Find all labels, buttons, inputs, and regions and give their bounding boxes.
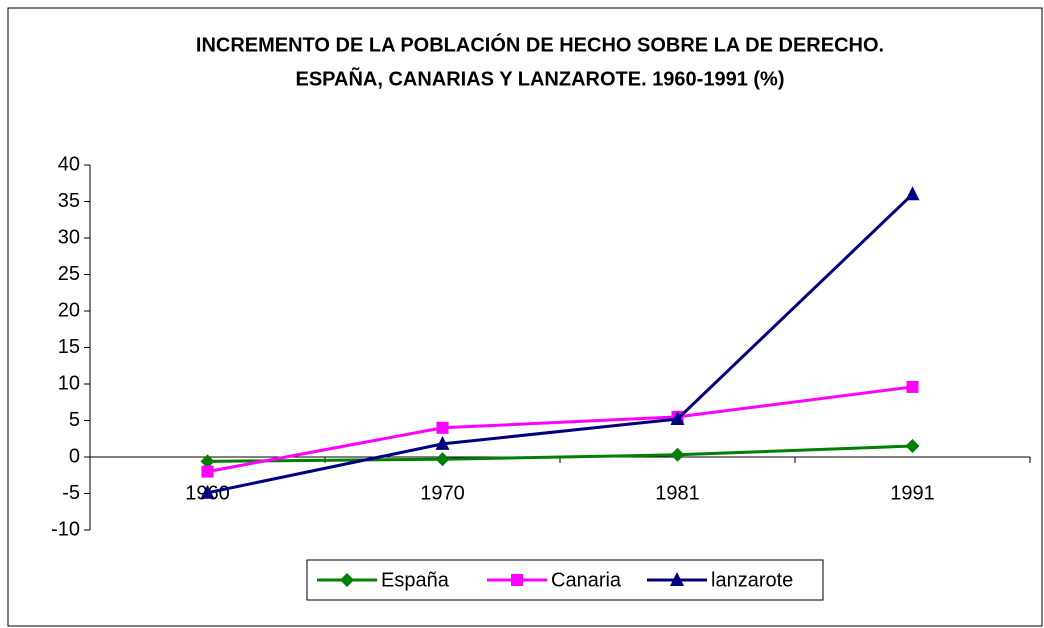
- marker: [670, 572, 684, 586]
- y-tick-label: 10: [58, 372, 80, 394]
- y-tick-label: 25: [58, 263, 80, 285]
- marker: [906, 380, 919, 393]
- legend-label: España: [381, 569, 450, 591]
- y-tick-label: 20: [58, 299, 80, 321]
- marker: [200, 484, 215, 499]
- series-line: [207, 385, 913, 474]
- chart-frame: [7, 7, 1043, 627]
- marker: [905, 439, 920, 454]
- y-tick-label: 0: [69, 445, 80, 467]
- y-tick-label: 40: [58, 153, 80, 175]
- marker: [670, 447, 685, 462]
- y-tick-label: 5: [69, 409, 80, 431]
- y-tick-label: 30: [58, 226, 80, 248]
- chart-title: ESPAÑA, CANARIAS Y LANZAROTE. 1960-1991 …: [295, 67, 784, 90]
- marker: [511, 574, 523, 586]
- marker: [670, 411, 685, 426]
- x-tick-label: 1970: [420, 482, 465, 504]
- marker: [435, 435, 450, 450]
- series-line: [207, 193, 914, 495]
- x-tick-label: 1991: [890, 482, 935, 504]
- legend-label: lanzarote: [711, 569, 793, 591]
- marker: [200, 454, 215, 469]
- chart-title: INCREMENTO DE LA POBLACIÓN DE HECHO SOBR…: [196, 32, 884, 56]
- series-line: [207, 444, 913, 463]
- marker: [905, 186, 920, 201]
- legend-label: Canaria: [551, 569, 622, 591]
- y-tick-label: -10: [51, 518, 80, 540]
- y-tick-label: -5: [62, 482, 80, 504]
- y-tick-label: 15: [58, 336, 80, 358]
- legend-box: [306, 559, 824, 601]
- marker: [435, 452, 450, 467]
- y-tick-label: 35: [58, 190, 80, 212]
- marker: [340, 573, 354, 587]
- x-tick-label: 1981: [655, 482, 700, 504]
- marker: [436, 421, 449, 434]
- marker: [201, 465, 214, 478]
